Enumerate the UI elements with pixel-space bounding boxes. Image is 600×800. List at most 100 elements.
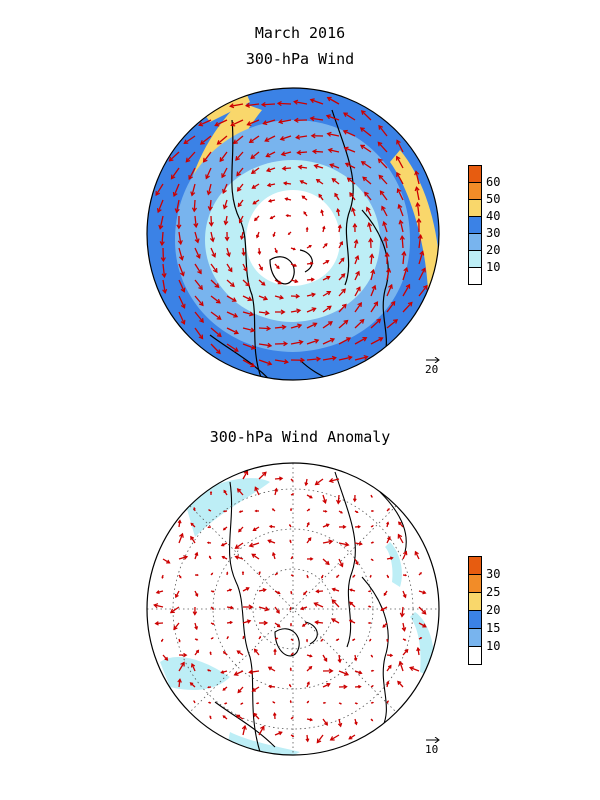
wind-vector [207,183,212,195]
wind-vector [298,166,308,169]
wind-vector-head [278,731,283,736]
wind-vector-head [254,486,259,492]
wind-vector [198,119,212,126]
wind-vector [226,279,235,287]
wind-vector-head [422,590,427,595]
wind-vector [264,135,276,142]
wind-vector-head [401,627,407,632]
wind-vector-head [337,658,342,664]
wind-vector-head [223,702,227,705]
colorbar-label: 30 [486,226,501,240]
wind-vector [378,125,388,137]
colorbar-cell [468,165,482,183]
wind-vector-head [195,649,200,654]
wind-vector [194,311,204,323]
wind-vector-head [253,712,258,717]
wind-vector-head [377,158,383,164]
wind-vector [306,322,317,329]
wind-vector-head [399,235,405,241]
wind-vector-head [244,102,251,108]
wind-vector-head [250,154,256,160]
wind-vector [381,206,388,217]
wind-vector [274,606,280,614]
wind-vector-head [415,201,421,207]
wind-vector-head [241,570,245,574]
wind-vector-head [309,495,313,499]
wind-vector-head [310,261,314,266]
wind-vector-head [378,124,383,130]
wind-vector [402,302,413,313]
wind-vector-head [301,623,306,627]
jet-streak-atlantic [390,150,439,290]
wind-vector-head [346,177,352,183]
wind-vector-head [196,573,199,577]
wind-vector-head [253,217,258,222]
wind-vector [345,162,356,169]
wind-vector [236,714,244,720]
wind-vector [370,337,383,345]
wind-vector-head [251,687,256,692]
wind-vector [159,215,164,229]
wind-vector-head [252,527,257,531]
wind-vector-head [266,182,272,188]
wind-vector-head [291,479,294,482]
wind-vector-head [326,682,331,687]
wind-vector-head [230,605,234,610]
wind-vector-head [315,589,320,594]
wind-vector-head [339,562,344,568]
wind-vector-head [335,638,338,641]
wind-vector-head [331,618,336,623]
wind-vector [281,151,292,156]
wind-vector [315,478,324,486]
wind-vector-head [343,146,349,152]
wind-vector-head [233,671,239,676]
wind-vector-head [336,208,341,213]
wind-vector-head [324,242,328,247]
wind-vector-head [358,541,363,546]
wind-vector-head [369,639,371,642]
wind-vector [338,257,345,265]
wind-vector-head [407,301,413,307]
wind-vector [415,171,420,185]
wind-vector-head [180,661,185,667]
wind-vector [322,338,335,345]
wind-vector-head [357,525,361,529]
wind-vector-head [388,283,393,289]
wind-vector [306,358,321,361]
wind-vector-head [325,260,330,264]
wind-vector-head [258,570,261,574]
wind-vector-head [339,240,344,246]
colorbar-label: 10 [486,260,501,274]
wind-vector-head [306,640,309,643]
wind-vector [178,295,186,309]
wind-vector-head [393,319,399,324]
wind-vector-head [404,638,407,641]
wind-vector-head [263,620,269,626]
wind-vector-head [341,303,347,309]
wind-vector-head [251,184,256,189]
wind-vector [266,167,276,172]
wind-vector [322,321,333,329]
wind-vector-head [342,524,347,529]
wind-vector-head [305,226,309,230]
wind-vector [258,726,265,736]
wind-vector [398,204,404,217]
wind-vector [188,167,196,180]
wind-vector-head [336,499,341,505]
wind-vector [154,604,164,608]
wind-vector-head [212,590,215,593]
wind-vector-head [396,171,401,177]
wind-vector-head [387,700,389,703]
wind-vector [278,119,292,123]
wind-vector-head [371,655,374,658]
wind-vector [396,172,404,185]
wind-vector-head [379,190,385,196]
wind-vector-head [304,482,309,487]
wind-vector-head [236,488,242,493]
wind-vector-head [277,119,284,125]
wind-vector-head [283,359,289,365]
wind-vector-head [276,637,279,640]
wind-vector-head [359,318,365,324]
wind-vector-head [215,349,221,355]
wind-vector-head [351,207,356,212]
